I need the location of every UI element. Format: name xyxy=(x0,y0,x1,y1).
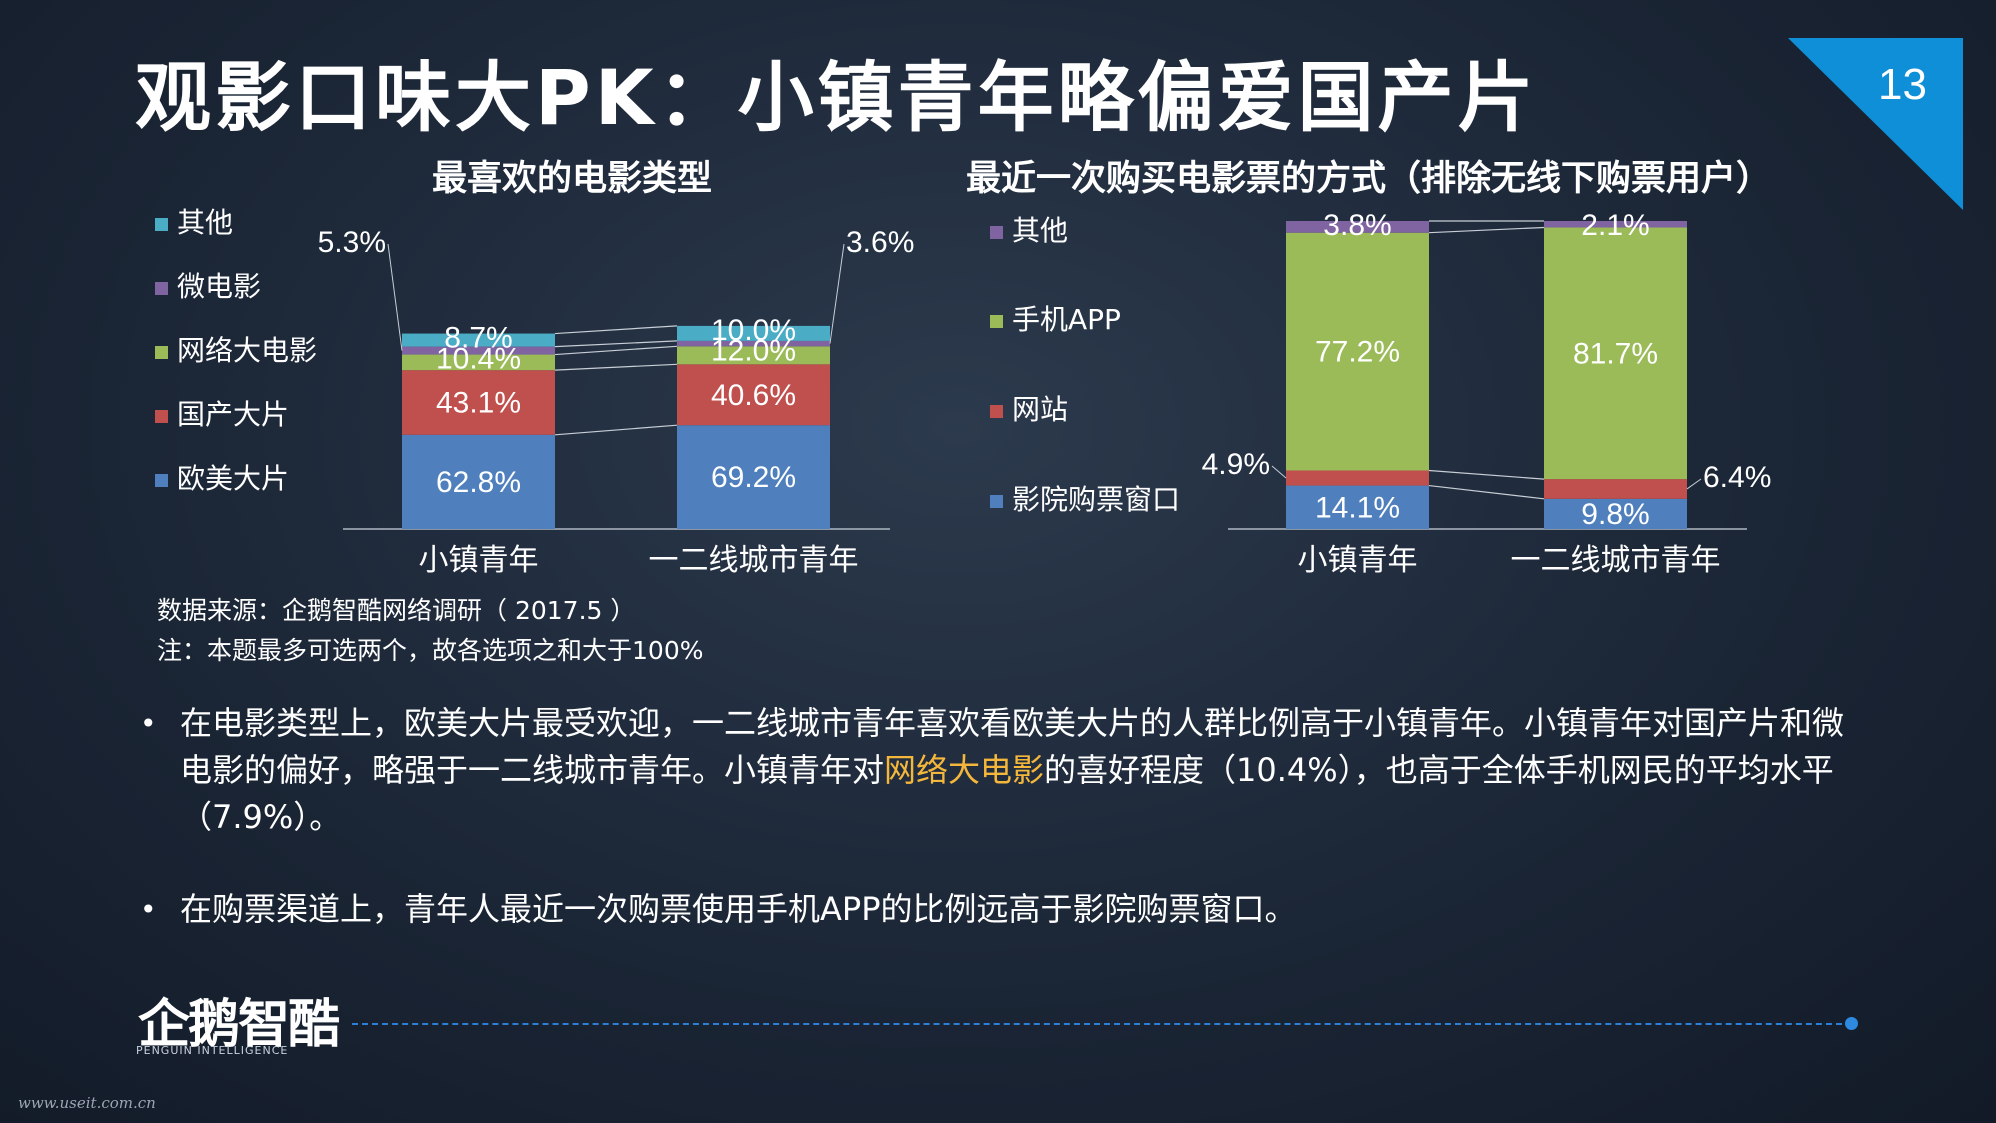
bar-segment xyxy=(677,346,830,365)
footnote: 注：本题最多可选两个，故各选项之和大于100% xyxy=(157,636,704,665)
label-leader-line xyxy=(1271,465,1287,479)
bullet-text-cont: 的喜好程度（10.4%），也高于全体手机网民的平均水平（7.9%）。 xyxy=(180,751,1834,836)
legend-swatch xyxy=(990,405,1003,418)
legend-swatch xyxy=(155,474,168,487)
penguin-intelligence-logo: 企鹅智酷 PENGUIN INTELLIGENCE xyxy=(136,982,340,1062)
corner-triangle xyxy=(1788,38,1963,210)
value-label: 8.7% xyxy=(444,322,512,355)
series-connector-line xyxy=(554,340,678,348)
category-label: 小镇青年 xyxy=(419,543,539,578)
legend-swatch xyxy=(155,218,168,231)
bar-segment xyxy=(677,364,830,426)
bullet-marker: • xyxy=(140,707,157,740)
category-label: 一二线城市青年 xyxy=(649,543,859,578)
chart2-title: 最近一次购买电影票的方式（排除无线下购票用户） xyxy=(966,159,1772,199)
bar-segment xyxy=(1286,221,1429,233)
footer-divider xyxy=(352,1023,1852,1025)
series-connector-line xyxy=(554,424,678,436)
legend-label: 其他 xyxy=(177,206,233,239)
page-title: 观影口味大PK：小镇青年略偏爱国产片 xyxy=(135,53,1538,142)
logo-text: 企鹅智酷 xyxy=(138,995,340,1055)
value-label: 3.6% xyxy=(846,226,914,259)
label-leader-line xyxy=(1686,478,1702,490)
bar-segment xyxy=(402,346,555,355)
bullet-item-genre: • 在电影类型上，欧美大片最受欢迎，一二线城市青年喜欢看欧美大片的人群比例高于小… xyxy=(140,700,1860,841)
series-connector-line xyxy=(554,345,678,356)
chart-notes: 数据来源：企鹅智酷网络调研（ 2017.5 ） 注：本题最多可选两个，故各选项之… xyxy=(157,591,703,671)
bar-segment xyxy=(1286,485,1429,529)
legend-label: 其他 xyxy=(1012,214,1068,247)
value-label: 62.8% xyxy=(436,466,521,499)
page-number: 13 xyxy=(1878,60,1927,109)
bullet-text: 在购票渠道上，青年人最近一次购票使用手机APP的比例远高于影院购票窗口。 xyxy=(180,890,1297,928)
value-label: 4.9% xyxy=(1202,448,1270,481)
value-label: 43.1% xyxy=(436,386,521,419)
value-label: 5.3% xyxy=(318,226,386,259)
watermark: www.useit.com.cn xyxy=(18,1094,156,1112)
legend-swatch xyxy=(155,410,168,423)
value-label: 12.0% xyxy=(711,334,796,367)
legend-label: 微电影 xyxy=(177,270,261,303)
value-label: 14.1% xyxy=(1315,491,1400,524)
series-connector-line xyxy=(554,325,678,335)
label-leader-line xyxy=(387,243,403,351)
footer-divider-dot xyxy=(1845,1017,1858,1030)
value-label: 81.7% xyxy=(1573,337,1658,370)
bar-segment xyxy=(1286,470,1429,486)
corner-triangle-shape xyxy=(1788,38,1963,210)
series-connector-line xyxy=(554,363,678,371)
value-label: 77.2% xyxy=(1315,336,1400,369)
legend-swatch xyxy=(155,346,168,359)
series-connector-line xyxy=(1428,469,1545,480)
data-source-note: 数据来源：企鹅智酷网络调研（ 2017.5 ） xyxy=(157,596,636,625)
bar-segment xyxy=(1544,221,1687,228)
bar-segment xyxy=(677,340,830,347)
bar-segment xyxy=(1544,227,1687,480)
legend-label: 欧美大片 xyxy=(177,462,289,495)
bar-segment xyxy=(402,354,555,371)
value-label: 10.0% xyxy=(711,314,796,347)
value-label: 9.8% xyxy=(1581,498,1649,531)
value-label: 69.2% xyxy=(711,461,796,494)
bar-segment xyxy=(402,370,555,435)
series-connector-line xyxy=(1428,226,1545,234)
bullet-list: • 在电影类型上，欧美大片最受欢迎，一二线城市青年喜欢看欧美大片的人群比例高于小… xyxy=(140,700,1860,933)
legend-swatch xyxy=(990,226,1003,239)
category-label: 一二线城市青年 xyxy=(1511,543,1721,578)
legend-label: 网站 xyxy=(1012,393,1068,426)
bar-segment xyxy=(402,434,555,529)
bar-segment xyxy=(402,333,555,347)
legend-label: 网络大电影 xyxy=(177,334,317,367)
bar-segment xyxy=(677,325,830,341)
legend-label: 国产大片 xyxy=(177,398,289,431)
label-leader-line xyxy=(829,243,845,344)
bullet-marker: • xyxy=(140,893,157,926)
bar-segment xyxy=(1286,232,1429,471)
legend-label: 影院购票窗口 xyxy=(1012,483,1180,516)
legend-swatch xyxy=(990,315,1003,328)
bullet-highlight: 网络大电影 xyxy=(884,751,1045,789)
logo-subtext: PENGUIN INTELLIGENCE xyxy=(136,1044,289,1057)
chart1-title: 最喜欢的电影类型 xyxy=(432,159,713,199)
bullet-item-ticket: • 在购票渠道上，青年人最近一次购票使用手机APP的比例远高于影院购票窗口。 xyxy=(140,886,1860,933)
legend-swatch xyxy=(990,495,1003,508)
value-label: 6.4% xyxy=(1703,461,1771,494)
series-connector-line xyxy=(1428,484,1545,500)
bullet-text: 在电影类型上，欧美大片最受欢迎，一二线城市青年喜欢看欧美大片的人群比例高于小镇青… xyxy=(180,704,1845,789)
value-label: 2.1% xyxy=(1581,209,1649,242)
category-label: 小镇青年 xyxy=(1298,543,1418,578)
value-label: 10.4% xyxy=(436,343,521,376)
charts-canvas: 62.8% 69.2% 43.1% 40.6% 10.4% 12.0% 5.3% 3.6% 8.… xyxy=(155,206,1771,578)
legend-swatch xyxy=(155,282,168,295)
bar-segment xyxy=(1544,498,1687,529)
bar-segment xyxy=(1544,479,1687,499)
legend-label: 手机APP xyxy=(1012,303,1121,336)
value-label: 40.6% xyxy=(711,379,796,412)
bar-segment xyxy=(677,425,830,529)
value-label: 3.8% xyxy=(1323,209,1391,242)
